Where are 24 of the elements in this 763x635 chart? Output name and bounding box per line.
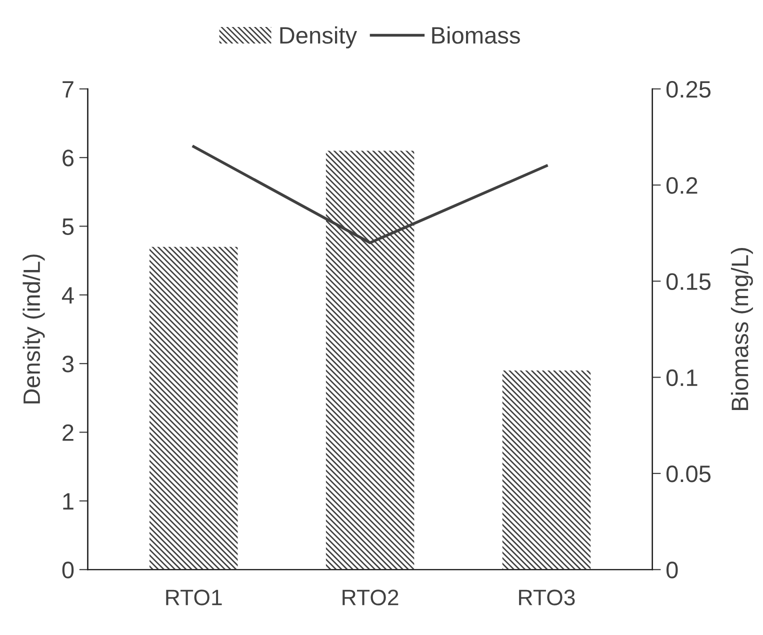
x-tick-label: RTO3 (519, 590, 575, 606)
y-tick-label: 3 (62, 356, 74, 372)
y-tick-label: 6 (62, 150, 74, 166)
y2-tick-label: 0.25 (666, 80, 711, 98)
y-tick-label: 2 (62, 424, 74, 441)
y2-tick-label: 0 (666, 562, 678, 578)
y-tick-label: 4 (62, 287, 74, 304)
y2-tick-label: 0.1 (666, 369, 698, 386)
y-tick-label: 0 (62, 562, 74, 578)
y-tick-label: 5 (62, 218, 74, 236)
y2-tick-label: 0.05 (666, 466, 711, 482)
bar (326, 150, 414, 570)
y2-tick-label: 0.2 (666, 177, 698, 194)
y2-axis-title: Biomass (mg/L) (730, 248, 753, 410)
x-tick-label: RTO1 (166, 590, 222, 606)
y-tick-label: 7 (62, 81, 74, 98)
y2-tick-label: 0.15 (666, 273, 711, 290)
bar (502, 370, 591, 570)
bar (150, 246, 238, 570)
y-tick-label: 1 (63, 493, 74, 510)
legend-label: Biomass (432, 26, 520, 44)
x-tick-label: RTO2 (342, 590, 398, 606)
y-axis-title: Density (ind/L) (22, 254, 45, 404)
legend-label: Density (280, 26, 358, 48)
